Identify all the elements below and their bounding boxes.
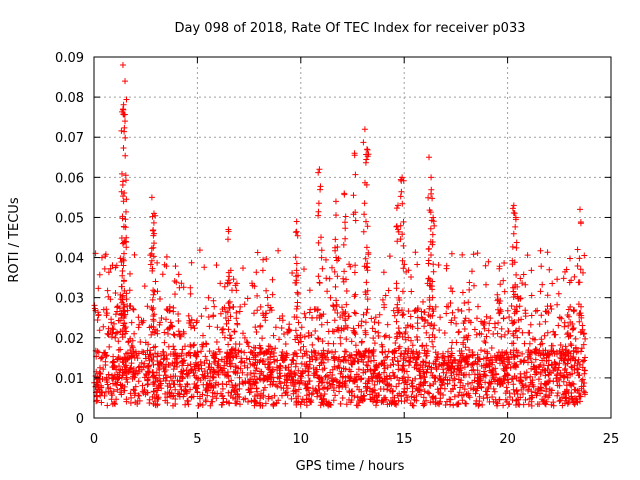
peak-point — [394, 202, 401, 209]
peak-point — [293, 218, 300, 225]
y-tick-label: 0.06 — [55, 171, 84, 186]
axis-ticks: 0 0.01 0.02 0.03 0.04 0.05 0.06 0.07 0.08 0.09 0 5 1… — [55, 51, 619, 447]
y-tick-label: 0.09 — [55, 51, 84, 66]
y-tick-label: 0.03 — [55, 292, 84, 307]
peak-point — [122, 78, 129, 85]
peak-point — [428, 174, 435, 181]
peak-point — [225, 226, 232, 233]
peak-point — [510, 202, 517, 209]
plot-frame — [93, 56, 612, 419]
y-tick-label: 0.08 — [55, 91, 84, 106]
peak-point — [399, 174, 406, 181]
peak-point — [119, 62, 126, 69]
x-tick-label: 5 — [193, 432, 201, 447]
y-tick-label: 0.01 — [55, 372, 84, 387]
peak-point — [316, 166, 323, 173]
y-tick-label: 0.04 — [55, 252, 84, 267]
peak-point — [148, 194, 155, 201]
peak-point — [341, 190, 348, 197]
y-tick-label: 0.07 — [55, 131, 84, 146]
x-axis-label: GPS time / hours — [296, 459, 405, 474]
peak-point — [150, 210, 157, 217]
y-tick-label: 0 — [76, 412, 84, 427]
peak-point — [426, 154, 433, 161]
peak-point — [332, 198, 339, 205]
chart-title: Day 098 of 2018, Rate Of TEC Index for r… — [175, 21, 526, 36]
y-tick-label: 0.05 — [55, 211, 84, 226]
x-tick-label: 0 — [90, 432, 98, 447]
peak-point — [576, 206, 583, 213]
peak-point — [363, 146, 370, 153]
roti-points — [91, 96, 589, 409]
peak-point — [119, 178, 126, 185]
data-points — [91, 62, 589, 409]
x-tick-label: 15 — [396, 432, 413, 447]
x-tick-label: 20 — [499, 432, 516, 447]
y-axis-label: ROTI / TECUs — [7, 197, 22, 282]
x-tick-label: 25 — [603, 432, 620, 447]
peak-point — [119, 106, 126, 113]
peak-point — [351, 150, 358, 157]
peak-point — [361, 126, 368, 133]
peak-point — [430, 214, 437, 221]
y-tick-label: 0.02 — [55, 332, 84, 347]
x-tick-label: 10 — [293, 432, 310, 447]
peak-point — [122, 118, 129, 125]
peak-point — [512, 214, 519, 221]
